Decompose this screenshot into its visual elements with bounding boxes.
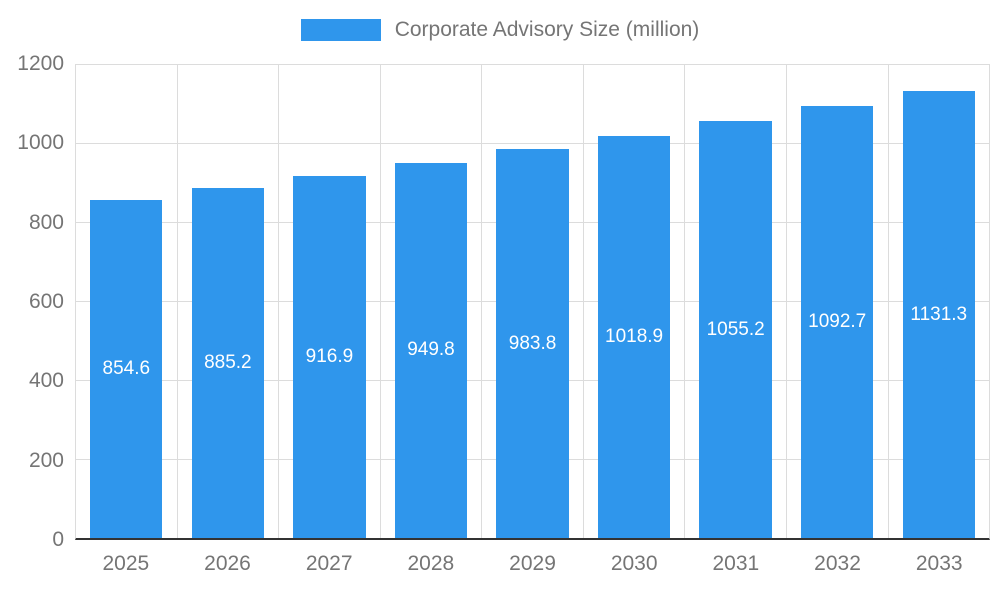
x-tick-label: 2028 bbox=[407, 552, 455, 575]
bar[interactable]: 983.8 bbox=[496, 149, 569, 538]
x-tick-label: 2026 bbox=[204, 552, 251, 575]
legend-swatch bbox=[300, 19, 381, 41]
bar-column: 1055.2 bbox=[685, 64, 787, 538]
plot-area: 854.6 885.2 916.9 949.8 983.8 1018.9 1055.2 109… bbox=[75, 64, 990, 540]
bar-value-label: 885.2 bbox=[204, 352, 252, 374]
bar-column: 1092.7 bbox=[787, 64, 889, 538]
bar[interactable]: 1055.2 bbox=[699, 121, 772, 538]
y-tick-label: 1200 bbox=[17, 52, 64, 75]
bar-value-label: 1018.9 bbox=[605, 325, 664, 347]
bar-value-label: 916.9 bbox=[305, 345, 354, 367]
legend-label: Corporate Advisory Size (million) bbox=[394, 18, 700, 41]
y-tick-label: 600 bbox=[28, 290, 64, 313]
bar[interactable]: 916.9 bbox=[293, 175, 366, 538]
bar-column: 854.6 bbox=[76, 64, 178, 538]
bar-column: 1131.3 bbox=[889, 64, 990, 538]
bar[interactable]: 885.2 bbox=[191, 188, 265, 538]
x-tick-label: 2027 bbox=[305, 552, 353, 575]
bar-value-label: 949.8 bbox=[407, 339, 455, 361]
bar-value-label: 983.8 bbox=[508, 332, 557, 354]
bar-value-label: 1055.2 bbox=[706, 318, 765, 340]
x-tick-label: 2025 bbox=[102, 552, 150, 575]
bar-column: 983.8 bbox=[482, 64, 584, 538]
y-tick-label: 200 bbox=[28, 448, 64, 472]
bar-value-label: 854.6 bbox=[102, 358, 151, 380]
x-tick-label: 2029 bbox=[509, 552, 556, 575]
bar[interactable]: 1018.9 bbox=[597, 135, 671, 538]
x-tick-label: 2031 bbox=[712, 552, 760, 575]
bar[interactable]: 1131.3 bbox=[902, 91, 975, 538]
y-tick-label: 1000 bbox=[17, 131, 64, 155]
gridline bbox=[76, 143, 989, 144]
bar[interactable]: 1092.7 bbox=[801, 106, 874, 538]
bar-column: 1018.9 bbox=[584, 64, 686, 538]
y-tick-label: 400 bbox=[28, 369, 64, 393]
bar-column: 885.2 bbox=[178, 64, 280, 538]
bar-column: 916.9 bbox=[279, 64, 381, 538]
bar-value-label: 1092.7 bbox=[808, 311, 867, 333]
bar[interactable]: 854.6 bbox=[90, 200, 163, 538]
x-tick-label: 2032 bbox=[814, 552, 861, 575]
bar[interactable]: 949.8 bbox=[394, 162, 468, 538]
chart-legend[interactable]: Corporate Advisory Size (million) bbox=[0, 18, 1000, 42]
bar-column: 949.8 bbox=[381, 64, 483, 538]
y-tick-label: 0 bbox=[52, 528, 64, 551]
x-tick-label: 2030 bbox=[610, 552, 658, 575]
x-axis: 2025 2026 2027 2028 2029 2030 2031 2032 2033 bbox=[75, 552, 990, 576]
gridline bbox=[76, 64, 989, 65]
y-tick-label: 800 bbox=[28, 210, 64, 234]
bar-value-label: 1131.3 bbox=[910, 303, 968, 325]
x-tick-label: 2033 bbox=[915, 552, 963, 575]
y-axis: 0 200 400 600 800 1000 1200 bbox=[0, 52, 64, 551]
